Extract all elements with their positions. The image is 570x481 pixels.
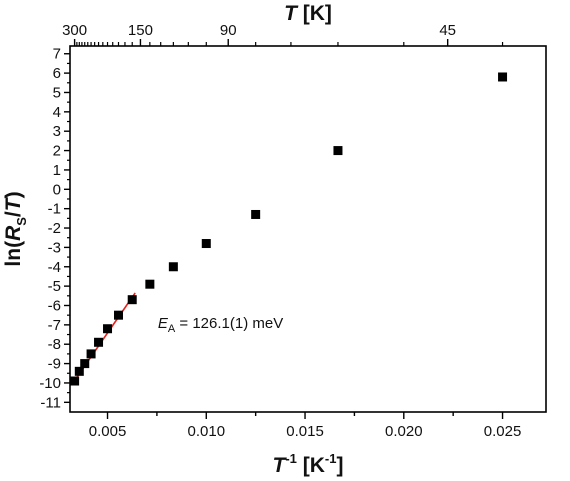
y-tick-label: -1 (48, 201, 61, 218)
data-point (103, 324, 113, 334)
y-tick-label: -7 (48, 317, 61, 334)
x-axis-ticks: 0.005 0.010 0.015 0.020 0.025 (89, 412, 522, 440)
x-axis-title-close: ] (336, 454, 343, 477)
y-tick-label: -11 (40, 394, 61, 411)
y-tick-label: 5 (53, 84, 61, 101)
x-tick-label: 0.020 (385, 423, 423, 440)
y-tick-label: -9 (48, 356, 61, 373)
data-point (70, 376, 80, 386)
data-point (127, 295, 137, 305)
top-tick-label: 90 (220, 22, 237, 39)
y-tick-label: 0 (53, 181, 61, 198)
annotation-sym: E (158, 315, 169, 332)
top-axis-title: T [K] (284, 2, 332, 25)
data-point (498, 72, 508, 82)
y-tick-label: -4 (48, 259, 61, 276)
data-point (201, 239, 211, 249)
top-axis-title-var: T (284, 2, 299, 25)
y-axis-title-var2: T (2, 196, 25, 211)
y-tick-label: 3 (53, 123, 61, 140)
y-tick-label: 2 (53, 143, 61, 160)
x-tick-label: 0.010 (188, 423, 226, 440)
y-tick-label: -6 (48, 297, 61, 314)
annotation-text: = 126.1(1) meV (175, 315, 283, 332)
data-point (74, 366, 84, 376)
y-tick-label: 7 (53, 46, 61, 63)
data-point (333, 146, 343, 156)
data-point (114, 310, 124, 320)
y-axis-title-close: ) (2, 191, 25, 198)
activation-energy-label: EA = 126.1(1) meV (158, 315, 283, 335)
y-tick-label: -3 (48, 239, 61, 256)
y-axis-title-sub: S (14, 217, 29, 226)
annotation-sub: A (168, 323, 176, 335)
y-tick-label: -2 (48, 220, 61, 237)
data-point (145, 279, 155, 289)
x-axis-title-sup: -1 (285, 451, 297, 466)
x-axis-title-unit: [K (297, 454, 325, 477)
y-axis-title: ln(RS/T) (2, 191, 29, 266)
y-axis-title-pre: ln( (2, 241, 25, 267)
y-tick-label: -10 (39, 375, 61, 392)
data-point (168, 262, 178, 272)
top-axis-title-unit: [K] (297, 2, 332, 25)
y-tick-label: 1 (53, 162, 61, 179)
y-tick-label: 6 (53, 65, 61, 82)
top-tick-label: 150 (128, 22, 153, 39)
plot-frame (69, 45, 547, 413)
top-tick-label: 45 (439, 22, 456, 39)
data-point (80, 359, 90, 369)
y-axis-title-slash: / (2, 211, 25, 217)
data-point (86, 349, 96, 359)
y-axis-title-var: R (2, 225, 25, 241)
data-point (94, 337, 104, 347)
data-point (251, 209, 261, 219)
top-axis-ticks: 300 150 90 45 (62, 22, 504, 46)
x-tick-label: 0.025 (484, 423, 522, 440)
top-tick-label: 300 (62, 22, 87, 39)
y-tick-label: 4 (53, 104, 61, 121)
x-axis-title-var: T (273, 454, 288, 477)
y-tick-label: -8 (48, 336, 61, 353)
x-tick-label: 0.015 (286, 423, 324, 440)
x-axis-title: T-1 [K-1] (273, 451, 344, 477)
data-points (70, 72, 508, 386)
y-tick-label: -5 (48, 278, 61, 295)
x-axis-title-unit-sup: -1 (325, 451, 337, 466)
x-tick-label: 0.005 (89, 423, 127, 440)
